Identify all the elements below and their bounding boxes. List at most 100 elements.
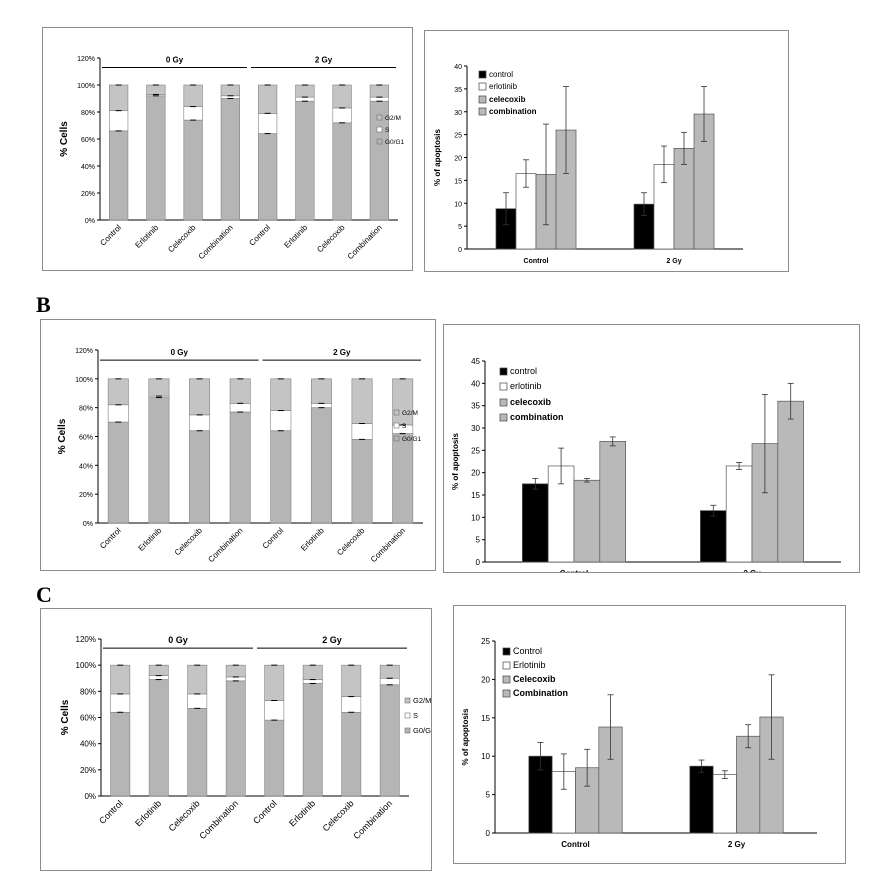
x-tick-label-celecoxib: Celecoxib — [166, 223, 198, 255]
bar-segment-g0-g1 — [148, 679, 169, 797]
x-tick-label-control: Control — [98, 526, 123, 551]
bar-segment-g2-m — [107, 378, 129, 406]
legend-label-g0-g1: G0/G1 — [402, 436, 422, 443]
x-tick-label-control: Control — [247, 223, 272, 248]
bar-segment-s — [189, 414, 211, 432]
y-tick-label: 25 — [454, 133, 462, 140]
y-tick-label: 80% — [81, 110, 95, 117]
legend-label-s: S — [413, 711, 418, 720]
bar-segment-g0-g1 — [220, 98, 240, 221]
x-tick-label-2-gy: 2 Gy — [666, 258, 681, 265]
x-tick-label-erlotinib: Erlotinib — [137, 526, 164, 553]
legend-swatch-g2-m — [404, 697, 411, 704]
legend-label-combination: Combination — [513, 688, 568, 698]
legend-swatch-g2-m — [376, 114, 383, 121]
x-tick-label-control: Control — [524, 258, 549, 265]
bar-segment-g0-g1 — [109, 130, 129, 221]
legend-label-g2-m: G2/M — [413, 696, 431, 705]
bar-segment-s — [148, 675, 169, 680]
x-tick-label-erlotinib: Erlotinib — [299, 526, 326, 553]
bar-segment-s — [270, 410, 292, 432]
bar-segment-g0-g1 — [187, 708, 208, 797]
x-tick-label-erlotinib: Erlotinib — [282, 223, 309, 250]
y-tick-label: 40% — [80, 740, 96, 749]
y-tick-label: 0% — [85, 218, 95, 225]
bar-segment-g0-g1 — [302, 683, 323, 797]
bar-segment-s — [295, 96, 315, 102]
chart-a-apoptosis: 0 5 10 15 20 25 30 35 40 % of apoptosis Control 2 G… — [424, 30, 789, 272]
x-tick-label-combination: Combination — [197, 798, 240, 841]
bar-segment-g0-g1 — [229, 411, 251, 524]
bar-segment-g0-g1 — [146, 95, 166, 221]
y-tick-label: 120% — [77, 56, 95, 63]
bar-segment-s — [225, 676, 246, 682]
legend-swatch-combination — [499, 413, 508, 422]
group-label-2-gy: 2 Gy — [322, 635, 342, 645]
bar-segment-g2-m — [189, 378, 211, 416]
legend-label-s: S — [385, 127, 390, 134]
bar-segment-g0-g1 — [225, 680, 246, 797]
y-tick-label: 10 — [481, 752, 490, 761]
x-tick-label-erlotinib: Erlotinib — [287, 798, 317, 828]
y-tick-label: 15 — [481, 714, 490, 723]
x-tick-label-combination: Combination — [206, 526, 244, 564]
legend-swatch-g2-m — [393, 409, 400, 416]
y-tick-label: 40 — [454, 64, 462, 71]
bar-combination — [599, 441, 626, 563]
chart-svg-a-cycle: 0% 20% 40% 60% 80% 100% 120% % Cells Control Erlo… — [59, 55, 405, 261]
chart-svg-b-apop: 0 5 10 15 20 25 30 35 40 45 % of apoptosis Control 2… — [451, 357, 841, 572]
bar-segment-g2-m — [146, 84, 166, 95]
bar-segment-s — [379, 677, 400, 686]
y-tick-label: 30 — [454, 110, 462, 117]
bar-segment-g0-g1 — [351, 439, 373, 524]
bar-segment-g2-m — [225, 664, 246, 678]
x-tick-label-erlotinib: Erlotinib — [133, 798, 163, 828]
x-tick-label-control: Control — [560, 569, 588, 572]
legend-label-erlotinib: erlotinib — [510, 381, 542, 391]
y-tick-label: 100% — [75, 377, 93, 384]
bar-segment-g2-m — [379, 664, 400, 679]
bar-segment-s — [187, 693, 208, 709]
bar-segment-g2-m — [270, 378, 292, 411]
y-tick-label: 5 — [458, 224, 462, 231]
legend-swatch-celecoxib — [478, 95, 487, 104]
x-tick-label-control: Control — [561, 840, 589, 849]
y-tick-label: 25 — [471, 446, 480, 455]
group-label-2-gy: 2 Gy — [333, 348, 351, 357]
bar-control — [522, 483, 549, 563]
bar-segment-s — [258, 113, 278, 134]
y-tick-label: 40% — [81, 164, 95, 171]
bar-segment-g2-m — [392, 378, 414, 426]
y-tick-label: 80% — [80, 687, 96, 696]
chart-svg-b-cycle: 0% 20% 40% 60% 80% 100% 120% % Cells Control Erlo… — [57, 348, 423, 564]
chart-svg-a-apop: 0 5 10 15 20 25 30 35 40 % of apoptosis Control 2 G… — [433, 64, 743, 265]
x-tick-label-control: Control — [97, 798, 125, 826]
y-tick-label: 120% — [76, 635, 96, 644]
y-tick-label: 20% — [80, 766, 96, 775]
y-tick-label: 10 — [454, 201, 462, 208]
legend-swatch-g0-g1 — [393, 435, 400, 442]
y-axis-title: % Cells — [60, 699, 71, 735]
legend-swatch-celecoxib — [499, 398, 508, 407]
bar-segment-g2-m — [351, 378, 373, 424]
group-label-0-gy: 0 Gy — [166, 55, 184, 64]
bar-segment-g2-m — [264, 664, 285, 701]
bar-segment-s — [110, 693, 131, 713]
y-tick-label: 0% — [84, 792, 96, 801]
legend-label-g2-m: G2/M — [385, 115, 401, 122]
bar-segment-s — [107, 404, 129, 423]
bar-segment-s — [369, 96, 389, 102]
legend-swatch-erlotinib — [478, 82, 487, 91]
legend-swatch-g0-g1 — [404, 727, 411, 734]
bar-segment-g2-m — [148, 378, 170, 397]
y-tick-label: 80% — [79, 406, 93, 413]
legend-label-g0-g1: G0/G1 — [413, 726, 431, 735]
legend-swatch-control — [502, 647, 511, 656]
y-tick-label: 0 — [458, 247, 462, 254]
y-tick-label: 20 — [471, 469, 480, 478]
legend-label-control: Control — [513, 646, 542, 656]
y-tick-label: 120% — [75, 348, 93, 355]
y-tick-label: 20% — [79, 492, 93, 499]
bar-segment-g2-m — [110, 664, 131, 695]
chart-b-apoptosis: 0 5 10 15 20 25 30 35 40 45 % of apoptosis Control 2… — [443, 324, 860, 573]
